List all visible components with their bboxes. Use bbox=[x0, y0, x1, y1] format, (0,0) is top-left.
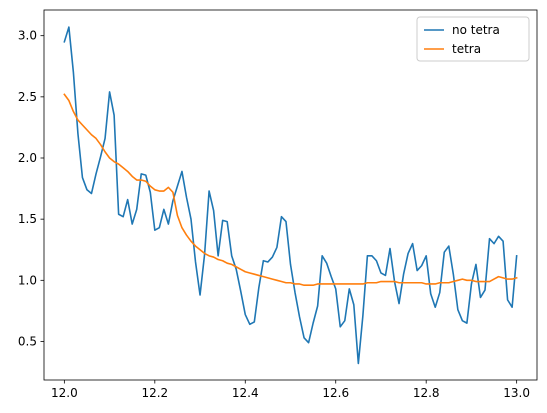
x-tick-label: 12.6 bbox=[322, 386, 349, 400]
x-tick-label: 12.4 bbox=[232, 386, 259, 400]
series-line-no-tetra bbox=[63, 26, 518, 365]
legend: no tetra tetra bbox=[416, 16, 530, 62]
y-tick-label: 1.0 bbox=[18, 273, 37, 287]
legend-box bbox=[416, 16, 530, 62]
y-tick-label: 2.0 bbox=[18, 151, 37, 165]
y-tick-label: 0.5 bbox=[18, 334, 37, 348]
legend-label-tetra: tetra bbox=[452, 42, 481, 56]
y-tick-label: 3.0 bbox=[18, 29, 37, 43]
legend-label-no-tetra: no tetra bbox=[452, 23, 500, 37]
y-axis: 0.5 1.0 1.5 2.0 2.5 3.0 bbox=[18, 29, 44, 348]
axes-background bbox=[44, 10, 537, 380]
x-tick-label: 13.0 bbox=[503, 386, 530, 400]
axes-frame bbox=[43, 9, 538, 381]
plot-area bbox=[43, 9, 538, 381]
series-line-tetra bbox=[63, 93, 518, 287]
x-axis: 12.0 12.2 12.4 12.6 12.8 13.0 bbox=[51, 380, 530, 400]
x-tick-label: 12.8 bbox=[413, 386, 440, 400]
y-tick-label: 2.5 bbox=[18, 90, 37, 104]
x-tick-label: 12.2 bbox=[141, 386, 168, 400]
x-tick-label: 12.0 bbox=[51, 386, 78, 400]
y-tick-label: 1.5 bbox=[18, 212, 37, 226]
series-layer bbox=[63, 26, 518, 365]
